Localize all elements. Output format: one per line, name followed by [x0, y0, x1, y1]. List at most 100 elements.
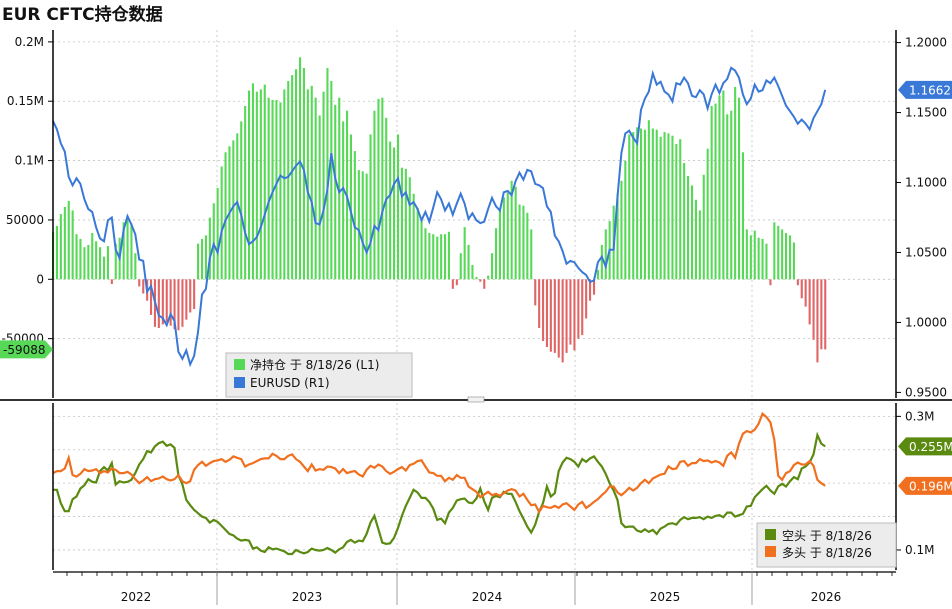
net-position-bar	[722, 90, 725, 280]
net-position-bar	[283, 89, 286, 280]
bottom-panel: 0.1M 0.3M 空头 于 8/18/26 多头 于 8/18/26 0.255…	[52, 403, 952, 570]
net-position-bar	[824, 279, 827, 350]
net-position-bar	[671, 135, 674, 280]
net-position-bar	[812, 279, 815, 340]
short-last-value: 0.255M	[909, 440, 952, 454]
net-position-bar	[106, 246, 109, 280]
legend-eurusd-swatch	[234, 377, 245, 388]
net-position-bar	[730, 110, 733, 280]
net-position-bar	[232, 140, 235, 280]
net-position-bar	[130, 223, 133, 280]
net-position-bar	[365, 173, 368, 280]
net-position-bar	[667, 133, 670, 280]
legend-net-position-swatch	[234, 359, 245, 370]
net-position-bar	[573, 279, 576, 351]
net-position-bar	[738, 97, 741, 280]
panel-splitter[interactable]	[0, 396, 952, 403]
net-position-bar	[142, 279, 145, 294]
net-position-bar	[193, 279, 196, 309]
bottom-legend-box	[756, 522, 897, 568]
net-position-bar	[659, 136, 662, 280]
bottom-gridlines	[53, 403, 896, 570]
left-tick-label: 0	[36, 272, 44, 286]
net-position-bar	[189, 279, 192, 313]
net-position-bar	[785, 233, 788, 280]
top-value-badges: 1.1662 -59088	[0, 80, 952, 359]
net-position-bar	[424, 228, 427, 280]
top-panel: 0.2M0.15M0.1M500000-500000.95001.00001.0…	[0, 30, 952, 399]
long-last-value-bg	[898, 476, 952, 495]
net-position-bar	[353, 151, 356, 280]
net-position-bar	[299, 57, 302, 280]
legend-long-swatch	[765, 546, 776, 557]
net-position-bar	[471, 265, 474, 280]
net-position-bar	[79, 238, 82, 280]
legend-eurusd-label: EURUSD (R1)	[250, 376, 330, 390]
right-tick-label: 1.0000	[905, 315, 947, 329]
net-position-bar	[565, 279, 568, 353]
net-position-bar	[138, 279, 141, 287]
net-position-bar	[796, 279, 799, 286]
net-position-bar	[745, 229, 748, 280]
net-position-bar	[279, 102, 282, 280]
net-position-bar	[569, 279, 572, 345]
net-position-bar	[400, 167, 403, 280]
net-position-bar	[463, 227, 466, 280]
net-position-bar	[640, 128, 643, 280]
net-position-bar	[322, 91, 325, 280]
x-tick-label: 2022	[121, 590, 152, 604]
x-axis: 2022 2023 2024 2025 2026	[53, 571, 896, 605]
net-position-bar	[577, 279, 580, 339]
net-position-bar	[455, 279, 458, 286]
net-position-bar	[683, 163, 686, 280]
net-position-bar	[59, 214, 62, 280]
net-position-bar	[236, 133, 239, 280]
net-position-bar	[816, 279, 819, 363]
net-position-bar	[432, 234, 435, 280]
short-positions-line	[53, 431, 826, 556]
net-position-bar	[263, 84, 266, 280]
net-position-bar	[342, 121, 345, 280]
net-position-bar	[201, 238, 204, 280]
net-position-bar	[777, 225, 780, 280]
net-position-bar	[694, 199, 697, 280]
net-position-bar	[416, 208, 419, 280]
right-tick-label: 1.1000	[905, 176, 947, 190]
net-position-bar	[185, 279, 188, 320]
right-tick-label: 1.0500	[905, 245, 947, 259]
net-position-bar	[330, 81, 333, 280]
net-position-bar	[479, 279, 482, 282]
net-position-bar	[55, 225, 58, 280]
net-position-bar	[267, 97, 270, 280]
net-position-bar	[687, 176, 690, 280]
net-position-bar	[291, 75, 294, 280]
left-tick-label: 0.1M	[15, 154, 44, 168]
net-position-bar	[581, 279, 584, 336]
net-position-bar	[624, 160, 627, 280]
net-position-bar	[369, 134, 372, 280]
net-position-bar	[412, 193, 415, 280]
net-position-last-value: -59088	[3, 343, 46, 357]
net-position-bar	[122, 222, 125, 280]
net-position-bar	[545, 279, 548, 347]
net-position-bar	[71, 210, 74, 280]
net-position-bar	[216, 187, 219, 280]
net-position-bar	[498, 209, 501, 280]
net-position-bar	[91, 233, 94, 280]
net-position-bar	[169, 279, 172, 326]
net-position-bar	[792, 242, 795, 280]
net-position-bar	[706, 148, 709, 280]
right-tick-label: 0.1M	[905, 543, 934, 557]
splitter-handle[interactable]	[467, 396, 485, 403]
net-position-bar	[103, 256, 106, 280]
net-position-bar	[495, 228, 498, 280]
net-position-bar	[165, 279, 168, 322]
net-position-bar	[773, 222, 776, 280]
net-position-bar	[542, 279, 545, 341]
net-position-bar	[338, 97, 341, 280]
long-positions-line	[52, 411, 826, 515]
net-position-bar	[271, 100, 274, 280]
net-position-bar	[310, 85, 313, 280]
net-position-bar	[208, 217, 211, 280]
